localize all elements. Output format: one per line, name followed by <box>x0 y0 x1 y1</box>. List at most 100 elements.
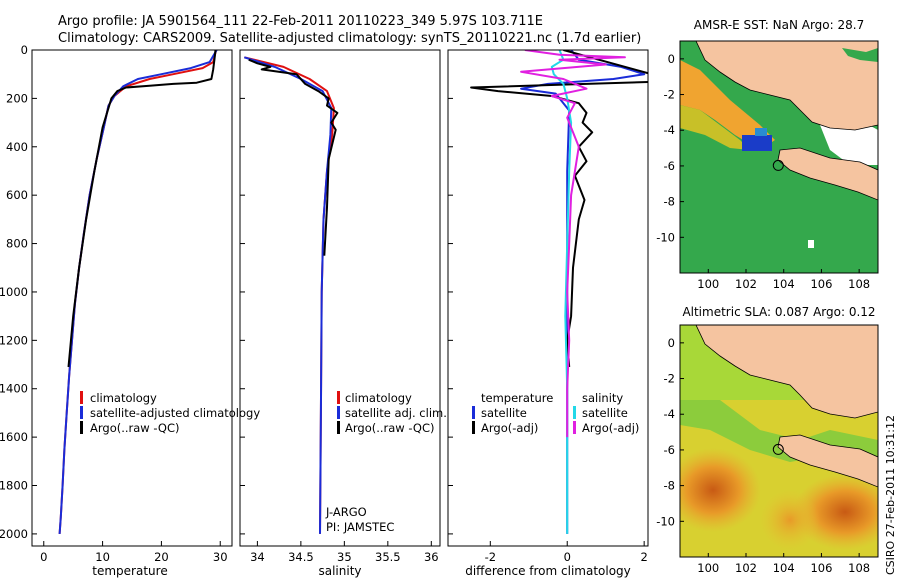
map-x-tick-label: 102 <box>735 561 757 575</box>
legend-label-sal-satellite: satellite <box>582 406 628 420</box>
credit-stamp: CSIRO 27-Feb-2011 10:31:12 <box>884 415 897 575</box>
map-y-tick-label: 0 <box>668 52 675 66</box>
salinity-ticks: 34 34.5 35 35.5 36 <box>240 49 439 564</box>
y-tick-label: 1800 <box>0 479 28 493</box>
legend-swatch-temp-argo <box>472 421 475 434</box>
sla-map-ticks: 100 102 104 106 108 0 -2 -4 -6 -8 -10 <box>656 336 870 575</box>
series-line-satellite <box>243 56 333 534</box>
salinity-legend: climatology satellite adj. clim. Argo(..… <box>337 391 447 435</box>
legend-label-argo: Argo(..raw -QC) <box>90 421 180 435</box>
sst-missing-patch <box>820 120 878 165</box>
legend-label-temperature: temperature <box>481 391 553 405</box>
sst-cold-patch-edge <box>755 128 767 136</box>
sst-map-frame <box>679 40 879 274</box>
difference-xlabel: difference from climatology <box>465 564 631 578</box>
legend-swatch-argo <box>337 421 340 434</box>
legend-swatch-sal-argo <box>573 421 576 434</box>
map-x-tick-label: 106 <box>810 277 832 291</box>
x-tick-label: 35 <box>337 550 352 564</box>
sla-warm-eddy-west <box>680 448 761 532</box>
y-tick-label: 0 <box>21 43 28 57</box>
series-line-argo-raw-qc- <box>248 58 339 256</box>
map-x-tick-label: 100 <box>697 561 719 575</box>
legend-swatch-sal-satellite <box>573 406 576 419</box>
sst-warm-band-edge <box>680 105 750 150</box>
series-line-satellite <box>58 50 218 534</box>
difference-lines <box>470 50 648 534</box>
legend-swatch-argo <box>80 421 83 434</box>
map-y-tick-label: -6 <box>664 443 675 457</box>
map-y-tick-label: -6 <box>664 159 675 173</box>
map-y-tick-label: -8 <box>664 195 675 209</box>
legend-label-temp-argo: Argo(-adj) <box>481 421 538 435</box>
temperature-ticks: 0 10 20 30 0 200 400 600 800 1000 1200 1400 1600 1800… <box>0 43 228 564</box>
salinity-lines <box>243 56 339 534</box>
x-tick-label: -2 <box>485 550 496 564</box>
x-tick-label: 2 <box>640 550 647 564</box>
sla-land-sumatra <box>695 325 878 419</box>
x-tick-label: 0 <box>40 550 47 564</box>
legend-label-temp-satellite: satellite <box>481 406 527 420</box>
sla-map-frame <box>679 324 879 558</box>
map-y-tick-label: -4 <box>664 407 675 421</box>
legend-swatch-climatology <box>337 391 340 404</box>
map-x-tick-label: 106 <box>810 561 832 575</box>
sst-argo-position-marker <box>772 159 784 171</box>
figure-title-line2: Climatology: CARS2009. Satellite-adjuste… <box>58 31 641 46</box>
difference-ticks: -2 0 2 <box>448 49 648 564</box>
sla-map-panel: Altimetric SLA: 0.087 Argo: 0.12 100 102 1… <box>656 305 879 575</box>
legend-label-salinity: salinity <box>582 391 623 405</box>
legend-label-argo: Argo(..raw -QC) <box>345 421 435 435</box>
legend-swatch-satellite <box>337 406 340 419</box>
legend-label-satellite: satellite adj. clim. <box>345 406 447 420</box>
x-tick-label: 20 <box>154 550 169 564</box>
map-x-tick-label: 104 <box>773 277 795 291</box>
map-y-tick-label: 0 <box>668 336 675 350</box>
series-line-salinity-argo-adj- <box>520 50 626 438</box>
difference-panel: -2 0 2 difference from climatology tempera… <box>447 49 649 578</box>
sst-map-field <box>680 41 878 273</box>
sst-cold-patch <box>742 135 772 151</box>
temperature-axes-frame <box>31 49 233 547</box>
x-tick-label: 36 <box>424 550 439 564</box>
sst-missing-speck <box>808 240 814 248</box>
map-x-tick-label: 102 <box>735 277 757 291</box>
sst-land-java <box>777 147 878 201</box>
y-tick-label: 2000 <box>0 527 28 541</box>
legend-label-climatology: climatology <box>345 391 412 405</box>
sst-inner-sea <box>842 48 878 62</box>
series-line-temperature-argo-adj- <box>470 50 648 368</box>
difference-legend: temperature satellite Argo(-adj) salinit… <box>472 391 639 435</box>
sst-map-title: AMSR-E SST: NaN Argo: 28.7 <box>694 18 864 32</box>
y-tick-label: 800 <box>6 237 28 251</box>
x-tick-label: 10 <box>95 550 110 564</box>
y-tick-label: 1200 <box>0 333 28 347</box>
salinity-axes-frame <box>239 49 441 547</box>
sla-argo-position-marker <box>772 443 784 455</box>
sst-map-ticks: 100 102 104 106 108 0 -2 -4 -6 -8 -10 <box>656 52 870 291</box>
legend-label-satellite: satellite-adjusted climatology <box>90 406 260 420</box>
x-tick-label: 0 <box>564 550 571 564</box>
y-tick-label: 1000 <box>0 285 28 299</box>
legend-label-sal-argo: Argo(-adj) <box>582 421 639 435</box>
salinity-xlabel: salinity <box>318 564 361 578</box>
annotation-program: J-ARGO <box>325 505 367 519</box>
y-tick-label: 400 <box>6 140 28 154</box>
series-line-climatology <box>58 50 218 534</box>
sst-map-panel: AMSR-E SST: NaN Argo: 28.7 100 102 104 106 1… <box>656 18 879 291</box>
sla-map-field <box>680 325 878 557</box>
temperature-xlabel: temperature <box>92 564 167 578</box>
x-tick-label: 34 <box>250 550 265 564</box>
map-y-tick-label: -2 <box>664 372 675 386</box>
y-tick-label: 200 <box>6 91 28 105</box>
sla-warm-eddy-mid <box>760 490 820 550</box>
legend-label-climatology: climatology <box>90 391 157 405</box>
legend-swatch-climatology <box>80 391 83 404</box>
map-x-tick-label: 108 <box>848 561 870 575</box>
sla-map-title: Altimetric SLA: 0.087 Argo: 0.12 <box>682 305 875 319</box>
map-y-tick-label: -4 <box>664 123 675 137</box>
x-tick-label: 34.5 <box>288 550 314 564</box>
sst-warm-band <box>680 60 775 150</box>
map-x-tick-label: 108 <box>848 277 870 291</box>
